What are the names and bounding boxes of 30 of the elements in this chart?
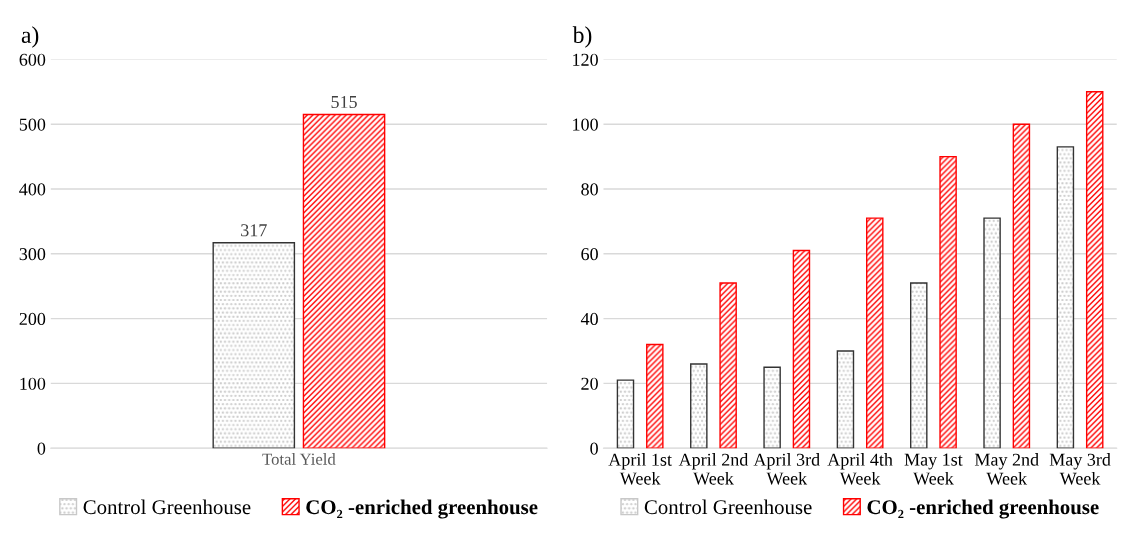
y-tick-label: 80 xyxy=(581,183,598,196)
y-tick-label: 100 xyxy=(573,118,598,131)
y-tick-label: 400 xyxy=(19,183,46,196)
y-tick-label: 600 xyxy=(19,53,46,66)
data-label: 317 xyxy=(241,224,267,237)
x-tick-label: April 3rd Week xyxy=(753,453,820,485)
x-tick-label: Total Yield xyxy=(262,453,336,465)
chart-title: b) xyxy=(572,26,592,48)
y-tick-label: 120 xyxy=(573,53,598,66)
legend-label: Control Greenhouse xyxy=(83,499,251,515)
legend-label: CO₂ -enriched greenhouse xyxy=(306,499,538,519)
legend-label: Control Greenhouse xyxy=(644,499,812,515)
x-tick-label: May 2nd Week xyxy=(974,453,1039,485)
y-tick-label: 500 xyxy=(19,118,46,131)
data-label: 515 xyxy=(331,95,357,109)
x-tick-label: April 2nd Week xyxy=(678,453,749,485)
x-tick-label: April 1st Week xyxy=(608,453,672,485)
y-tick-label: 100 xyxy=(20,377,46,390)
y-tick-label: 0 xyxy=(590,442,598,455)
y-tick-label: 40 xyxy=(580,312,598,326)
chart-title: a) xyxy=(21,26,39,48)
x-tick-label: May 1st Week xyxy=(904,453,963,485)
y-tick-label: 200 xyxy=(19,312,46,326)
legend-label: CO₂ -enriched greenhouse xyxy=(867,499,1099,519)
x-tick-label: April 4th Week xyxy=(827,453,893,485)
y-tick-label: 20 xyxy=(581,377,598,390)
y-tick-label: 0 xyxy=(37,442,46,455)
x-tick-label: May 3rd Week xyxy=(1049,453,1111,485)
y-tick-label: 300 xyxy=(19,248,46,261)
y-tick-label: 60 xyxy=(581,248,598,261)
